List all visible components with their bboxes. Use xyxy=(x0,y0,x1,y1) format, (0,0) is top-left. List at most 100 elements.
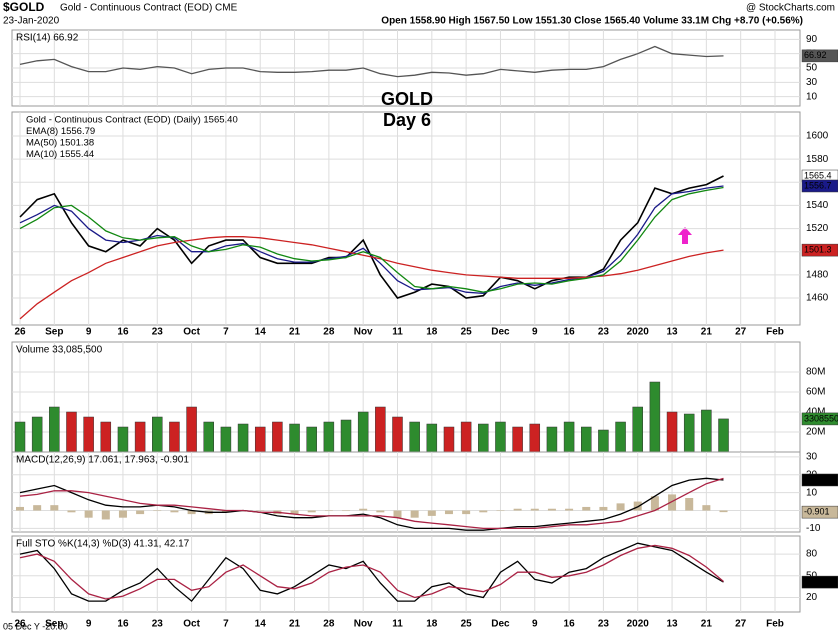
bar xyxy=(582,506,591,511)
y-tick-label: 10 xyxy=(806,487,818,498)
x-tick-label: 11 xyxy=(392,619,403,630)
series-line xyxy=(19,544,724,600)
legend-entry: EMA(8) 1556.79 xyxy=(26,126,95,137)
y-tick-label: 10 xyxy=(806,91,818,102)
x-tick-label: 23 xyxy=(152,619,164,630)
bar xyxy=(272,421,283,453)
value-tag xyxy=(801,243,838,257)
bar xyxy=(340,419,352,453)
bar xyxy=(307,510,316,513)
series-line xyxy=(19,186,724,293)
bar xyxy=(719,510,728,513)
x-tick-label: 21 xyxy=(701,619,713,630)
x-tick-label: 7 xyxy=(223,327,229,338)
bar xyxy=(649,381,661,453)
bar xyxy=(375,406,386,453)
y-tick-label: 80 xyxy=(806,549,818,560)
bar xyxy=(563,421,575,453)
value-tag-label: -0.901 xyxy=(804,507,830,517)
bar xyxy=(83,416,94,453)
bar xyxy=(33,505,42,511)
bar xyxy=(134,421,146,453)
y-tick-label: 30 xyxy=(806,77,818,88)
bar xyxy=(683,413,695,453)
date: 23-Jan-2020 xyxy=(3,16,60,27)
source: @ StockCharts.com xyxy=(746,3,835,14)
x-tick-label: 2020 xyxy=(627,619,650,630)
x-tick-label: 27 xyxy=(735,619,747,630)
value-tag-label: 17.061 xyxy=(804,474,832,484)
bar xyxy=(66,411,77,453)
value-tag xyxy=(801,49,838,63)
panel-title: Full STO %K(14,3) %D(3) 41.31, 42.17 xyxy=(16,539,190,550)
value-tag xyxy=(801,505,838,519)
x-tick-label: 21 xyxy=(289,619,301,630)
bar xyxy=(718,418,729,453)
value-tag xyxy=(801,179,838,193)
footer: 05 Dec Y -20.00 xyxy=(3,621,68,631)
x-tick-label: 21 xyxy=(289,327,301,338)
x-tick-label: 26 xyxy=(14,327,26,338)
bar xyxy=(187,510,196,515)
bar xyxy=(460,421,472,453)
x-tick-label: Sep xyxy=(45,619,63,630)
bar xyxy=(547,508,556,511)
panel-title: MACD(12,26,9) 17.061, 17.963, -0.901 xyxy=(16,455,189,466)
bar xyxy=(650,496,659,511)
bar xyxy=(546,426,558,453)
bar xyxy=(462,510,471,515)
bar xyxy=(443,426,455,453)
bar xyxy=(359,508,368,511)
bar xyxy=(581,426,592,453)
bar xyxy=(152,416,163,453)
bar xyxy=(101,510,110,520)
value-tag-label: 1556.7 xyxy=(804,180,832,190)
bar xyxy=(478,423,489,453)
x-tick-label: 14 xyxy=(255,327,267,338)
x-tick-label: 26 xyxy=(14,619,26,630)
bar xyxy=(615,421,626,453)
series-line xyxy=(19,477,724,530)
legend-entry: Gold - Continuous Contract (EOD) (Daily)… xyxy=(26,115,238,126)
panel xyxy=(11,451,801,533)
panel xyxy=(11,535,801,613)
x-tick-label: 16 xyxy=(117,327,129,338)
x-tick-label: Nov xyxy=(354,619,373,630)
y-tick-label: 40M xyxy=(806,407,825,418)
legend-entry: MA(50) 1501.38 xyxy=(26,138,94,149)
x-tick-label: 16 xyxy=(117,619,129,630)
bar xyxy=(324,510,333,512)
bar xyxy=(16,506,24,511)
x-tick-label: Dec xyxy=(491,619,510,630)
bar xyxy=(410,510,419,518)
bar xyxy=(169,421,180,453)
y-tick-label: -10 xyxy=(806,523,821,534)
x-tick-label: 9 xyxy=(532,327,538,338)
bar xyxy=(393,510,402,518)
value-tag-label: 1501.3 xyxy=(804,245,832,255)
bar xyxy=(118,510,127,518)
bar xyxy=(14,421,26,453)
bar xyxy=(495,421,506,453)
y-tick-label: 20M xyxy=(806,427,825,438)
annotation: GOLD xyxy=(381,89,433,109)
x-tick-label: 23 xyxy=(152,327,164,338)
x-tick-label: 9 xyxy=(86,619,92,630)
panel-title: Volume 33,085,500 xyxy=(16,345,103,356)
bar xyxy=(632,406,643,453)
x-tick-label: Feb xyxy=(766,327,784,338)
y-tick-label: 90 xyxy=(806,34,818,45)
bar xyxy=(513,508,522,511)
x-tick-label: 13 xyxy=(666,327,678,338)
value-tag xyxy=(801,412,838,426)
x-tick-label: 13 xyxy=(666,619,678,630)
x-tick-label: 18 xyxy=(426,327,438,338)
value-tag xyxy=(801,575,838,589)
bar xyxy=(153,510,162,512)
bar xyxy=(342,510,351,512)
x-tick-label: Oct xyxy=(183,619,200,630)
bar xyxy=(599,506,608,511)
bar xyxy=(701,409,712,453)
bar xyxy=(666,411,678,453)
bar xyxy=(529,423,541,453)
